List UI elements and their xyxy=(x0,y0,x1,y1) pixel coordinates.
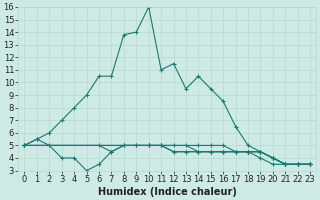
X-axis label: Humidex (Indice chaleur): Humidex (Indice chaleur) xyxy=(98,187,237,197)
